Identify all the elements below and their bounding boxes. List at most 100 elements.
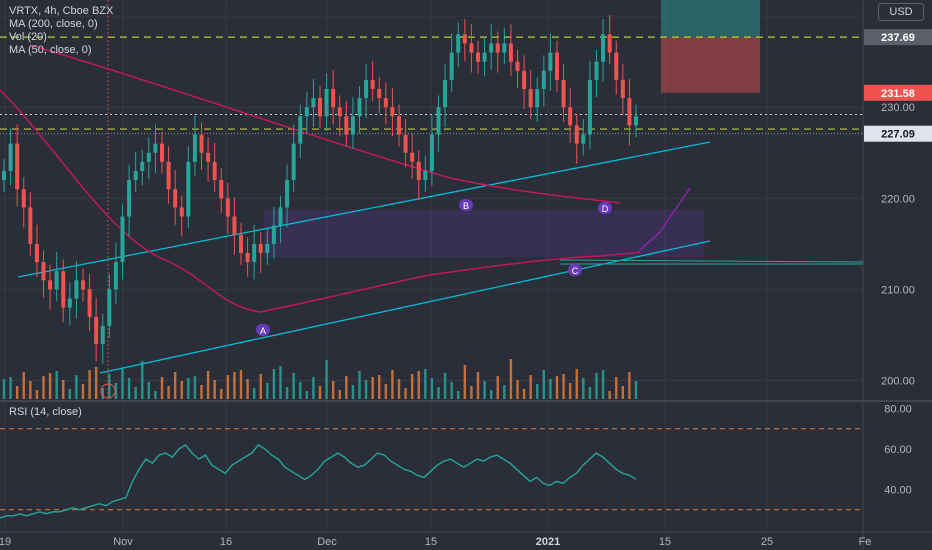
candle-body xyxy=(548,52,553,71)
volume-bar xyxy=(397,379,401,399)
candle-body xyxy=(331,88,336,108)
volume-bar xyxy=(345,376,348,399)
volume-bar xyxy=(305,391,309,399)
candle-body xyxy=(41,262,46,281)
candle-body xyxy=(219,180,224,199)
candlestick-series xyxy=(2,15,638,365)
main-legend: VRTX, 4h, Cboe BZX MA (200, close, 0) Vo… xyxy=(9,5,113,57)
volume-bar xyxy=(206,371,210,399)
candle-body xyxy=(410,152,415,162)
volume-bar xyxy=(81,384,85,399)
candle-body xyxy=(67,298,72,308)
ma200-line xyxy=(29,44,621,204)
candle-body xyxy=(555,52,559,80)
candle-body xyxy=(173,189,178,208)
ma50-line xyxy=(0,89,641,313)
candle-body xyxy=(186,161,191,217)
volume-bar xyxy=(437,387,440,399)
pattern-point-label: C xyxy=(572,266,579,276)
volume-bar xyxy=(615,377,618,399)
volume-bar xyxy=(55,371,58,399)
candle-body xyxy=(232,216,237,235)
time-tick-label: 25 xyxy=(761,536,773,548)
volume-bar xyxy=(62,380,65,399)
time-tick-label: 19 xyxy=(0,536,11,548)
volume-bar xyxy=(9,377,12,399)
candle-body xyxy=(627,98,632,126)
indicator-ma50[interactable]: MA (50, close, 0) xyxy=(9,44,92,56)
volume-bar xyxy=(35,390,39,399)
candle-body xyxy=(245,252,250,263)
volume-bar xyxy=(555,376,559,399)
candle-body xyxy=(634,116,638,126)
volume-bar xyxy=(233,372,236,399)
indicator-volume[interactable]: Vol (20) xyxy=(9,31,47,43)
volume-bar xyxy=(121,369,124,399)
rsi-legend[interactable]: RSI (14, close) xyxy=(9,406,82,419)
candle-body xyxy=(587,79,592,135)
volume-bar xyxy=(252,388,256,399)
candle-body xyxy=(607,34,612,53)
pattern-point-label: D xyxy=(602,204,609,214)
candle-body xyxy=(258,243,263,253)
candle-body xyxy=(443,79,448,108)
volume-bar xyxy=(489,390,493,399)
volume-bar xyxy=(75,375,78,399)
candle-body xyxy=(581,134,586,144)
candle-body xyxy=(318,98,322,117)
price-label-box xyxy=(864,125,932,142)
volume-bars xyxy=(2,359,638,399)
projection-arrow xyxy=(639,187,691,251)
candle-body xyxy=(469,43,474,53)
candle-body xyxy=(568,107,573,126)
volume-bar xyxy=(299,382,302,399)
volume-bar xyxy=(220,389,223,399)
candle-body xyxy=(212,161,217,181)
candle-body xyxy=(179,207,184,217)
volume-bar xyxy=(417,371,420,399)
candle-body xyxy=(403,134,408,153)
candle-body xyxy=(239,234,243,253)
volume-bar xyxy=(22,372,25,399)
volume-bar xyxy=(141,361,144,399)
volume-bar xyxy=(285,387,289,399)
price-tick-label: 200.00 xyxy=(881,376,915,388)
pattern-point-b xyxy=(459,199,473,211)
currency-button[interactable]: USD xyxy=(878,3,924,21)
volume-bar xyxy=(483,381,486,399)
candle-body xyxy=(515,61,520,71)
volume-bar xyxy=(239,370,243,399)
candle-body xyxy=(377,88,382,99)
candle-body xyxy=(416,161,421,181)
rsi-title: RSI (14, close) xyxy=(9,406,82,418)
volume-bar xyxy=(154,391,157,399)
price-tick-label: 210.00 xyxy=(881,284,915,296)
indicator-ma200[interactable]: MA (200, close, 0) xyxy=(9,18,98,30)
volume-bar xyxy=(476,372,480,399)
volume-bar xyxy=(318,386,322,399)
volume-bar xyxy=(200,385,203,399)
candle-body xyxy=(271,225,276,244)
volume-bar xyxy=(15,386,19,399)
drawings-layer: A B C D xyxy=(0,0,864,399)
pattern-point-c xyxy=(568,264,582,276)
volume-bar xyxy=(213,380,216,399)
candle-body xyxy=(107,289,112,326)
pattern-point-a xyxy=(256,324,270,336)
time-tick-label: Dec xyxy=(317,536,337,548)
candle-body xyxy=(146,152,151,162)
volume-bar xyxy=(338,390,341,399)
volume-bar xyxy=(226,375,230,399)
candle-body xyxy=(225,198,230,217)
symbol-title[interactable]: VRTX, 4h, Cboe BZX xyxy=(9,5,114,17)
volume-bar xyxy=(378,375,381,399)
candle-body xyxy=(304,107,309,117)
volume-bar xyxy=(509,359,513,399)
volume-bar xyxy=(312,377,315,399)
stop-zone xyxy=(661,37,760,93)
candle-body xyxy=(206,152,211,162)
candle-body xyxy=(423,170,428,181)
volume-bar xyxy=(134,387,137,399)
